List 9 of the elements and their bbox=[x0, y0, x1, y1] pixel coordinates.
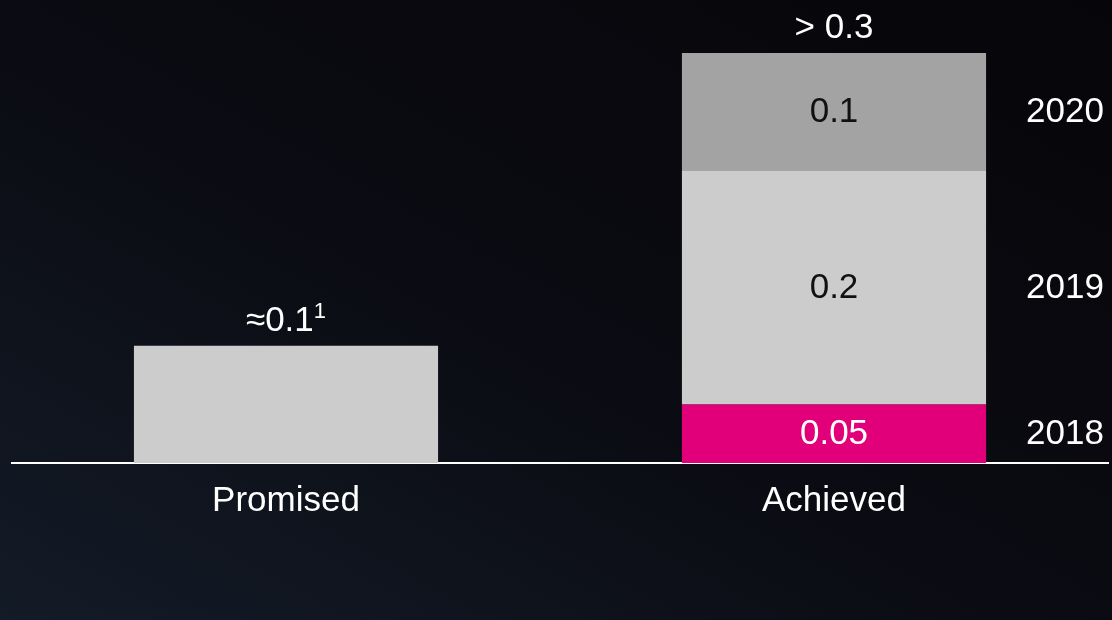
total-label: > 0.3 bbox=[794, 6, 874, 45]
series-label: 2020 bbox=[1026, 90, 1104, 130]
x-tick-label: Promised bbox=[212, 478, 360, 518]
series-label: 2019 bbox=[1026, 265, 1104, 305]
series-label: 2018 bbox=[1026, 412, 1104, 452]
data-label: 0.1 bbox=[809, 90, 859, 130]
data-label: 0.2 bbox=[809, 265, 859, 305]
data-label: 0.05 bbox=[799, 412, 869, 452]
x-tick-label: Achieved bbox=[762, 478, 906, 518]
